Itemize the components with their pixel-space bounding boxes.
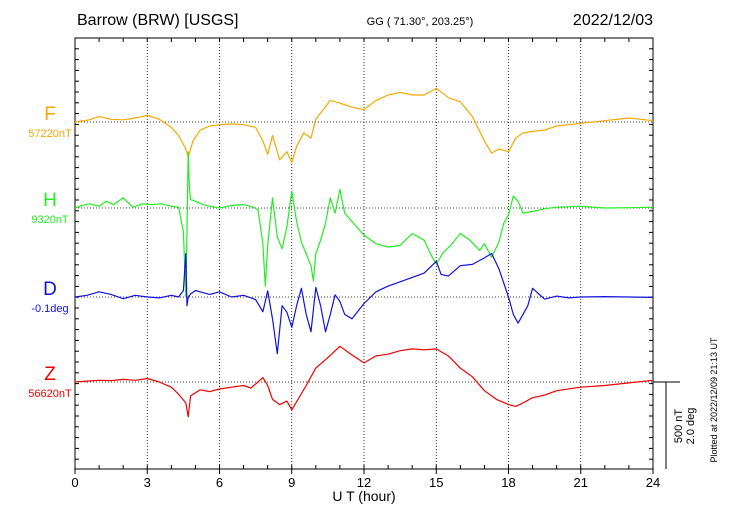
label-layer: F 57220nT H 9320nT D -0.1deg Z 56620nT [28, 104, 72, 400]
baseline-layer [75, 121, 653, 383]
series-baseline-label-d: -0.1deg [31, 303, 68, 315]
series-baseline-label-z: 56620nT [28, 388, 72, 400]
series-line-d [74, 252, 654, 355]
x-tick-label: 6 [216, 475, 223, 490]
series-line-f [74, 87, 654, 164]
series-name-d: D [43, 279, 57, 300]
series-name-f: F [44, 104, 56, 125]
series-line-z [74, 345, 654, 418]
station-coords: GG ( 71.30°, 203.25°) [367, 16, 474, 28]
x-tick-label: 3 [144, 475, 151, 490]
x-tick-label: 12 [357, 475, 371, 490]
scale-bar-deg-label: 2.0 deg [685, 408, 697, 445]
x-tick-label: 0 [71, 475, 78, 490]
x-tick-label: 21 [574, 475, 588, 490]
x-axis-label: U T (hour) [332, 488, 395, 504]
station-title: Barrow (BRW) [USGS] [77, 12, 239, 29]
scale-bar-nt-label: 500 nT [673, 409, 685, 444]
x-tick-label: 9 [288, 475, 295, 490]
grid-layer [146, 38, 582, 469]
series-name-h: H [43, 190, 57, 211]
x-tick-label: 15 [429, 475, 443, 490]
plot-date: 2022/12/03 [573, 12, 653, 29]
x-tick-label: 18 [501, 475, 515, 490]
series-baseline-label-f: 57220nT [28, 128, 72, 140]
plotted-at-label: Plotted at 2022/12/09 21:13 UT [709, 337, 719, 463]
series-line-h [74, 151, 654, 297]
ticks-layer: 0 3 6 9 12 15 18 21 24 [71, 37, 660, 490]
x-tick-label: 24 [646, 475, 660, 490]
series-name-z: Z [44, 364, 56, 385]
series-layer [74, 87, 654, 418]
series-baseline-label-h: 9320nT [31, 214, 69, 226]
